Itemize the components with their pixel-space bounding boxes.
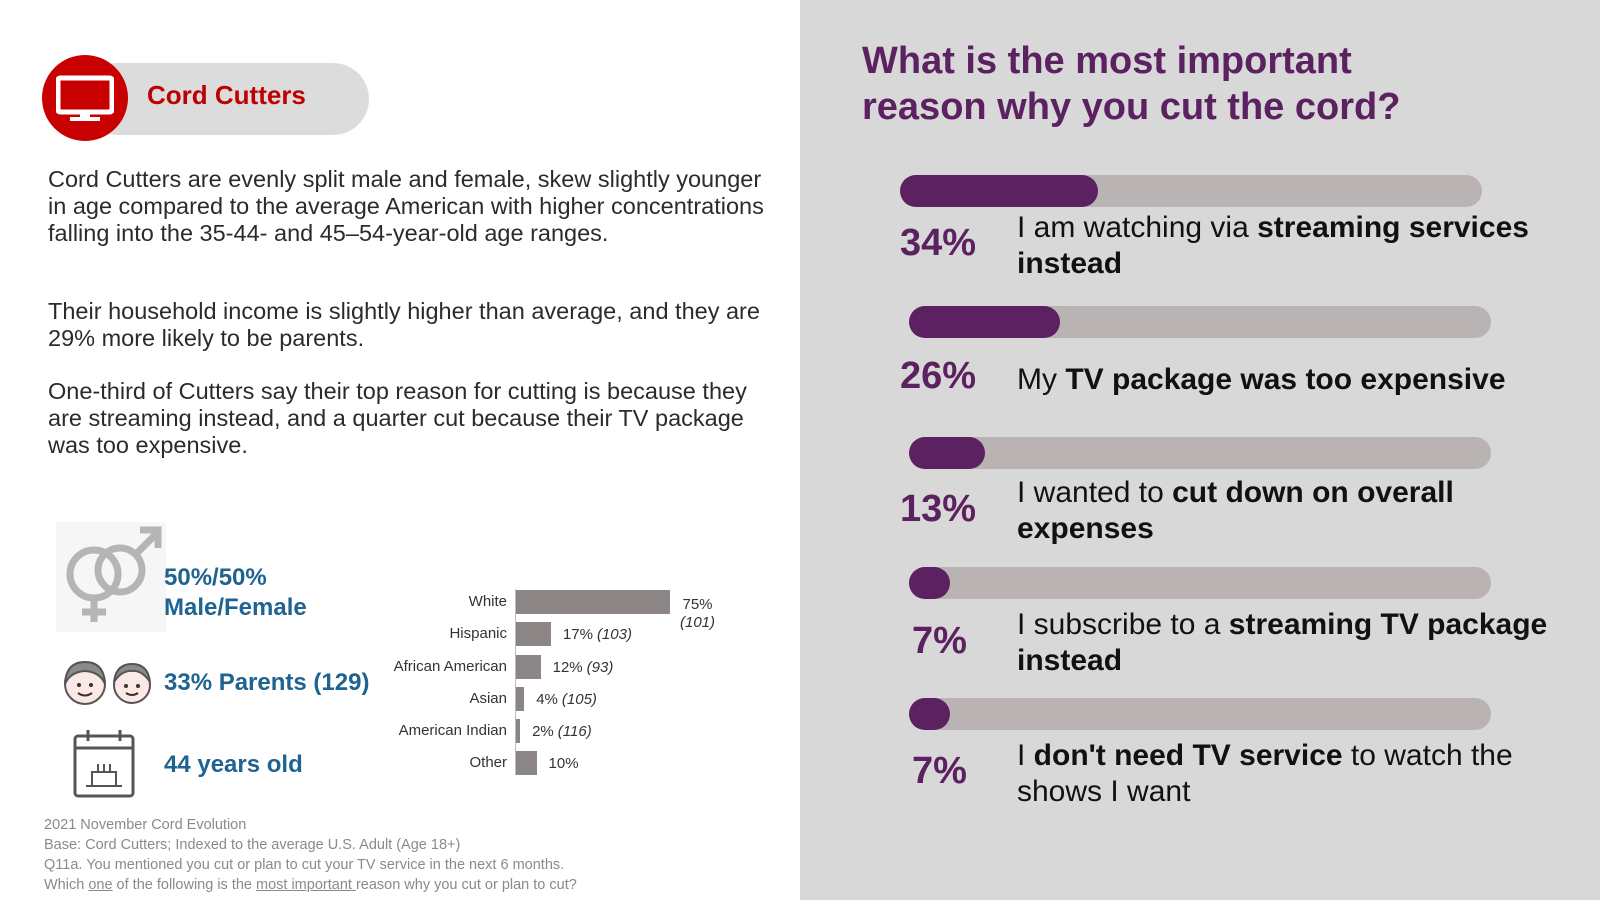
ethnicity-label: Asian [469, 690, 507, 707]
footnote-base: Base: Cord Cutters; Indexed to the avera… [44, 837, 461, 853]
ethnicity-value: 4% (105) [536, 691, 597, 708]
gender-split-label: Male/Female [164, 594, 307, 621]
reason-percent: 34% [900, 222, 977, 264]
gender-split: 50%/50% Male/Female [164, 563, 307, 623]
reason-percent: 13% [900, 488, 977, 530]
intro-paragraph: Cord Cutters are evenly split male and f… [48, 166, 764, 246]
ethnicity-label: African American [393, 658, 507, 675]
question-title-line2: reason why you cut the cord? [862, 86, 1401, 128]
question-title-line1: What is the most important [862, 40, 1352, 82]
ethnicity-label: American Indian [398, 722, 507, 739]
ethnicity-bar [516, 655, 541, 679]
footnote-source: 2021 November Cord Evolution [44, 817, 247, 833]
reason-progress-fill [900, 175, 1098, 207]
ethnicity-label: Hispanic [449, 625, 507, 642]
ethnicity-bar [516, 751, 537, 775]
gender-icon [56, 522, 166, 637]
ethnicity-bar [516, 687, 525, 711]
ethnicity-value: 17% (103) [562, 626, 632, 643]
question-title: What is the most important reason why yo… [862, 38, 1562, 130]
ethnicity-axis [515, 589, 516, 775]
reason-progress-fill [909, 698, 950, 730]
tv-icon [42, 55, 128, 141]
reason-text: I don't need TV service to watch the sho… [1017, 739, 1513, 808]
reason-progress-track [909, 306, 1491, 338]
gender-split-value: 50%/50% [164, 564, 267, 591]
reason-text: I subscribe to a streaming TV package in… [1017, 608, 1548, 677]
footnote: 2021 November Cord Evolution Base: Cord … [44, 815, 577, 895]
footnote-question-2: Which one of the following is the most i… [44, 877, 577, 893]
reason-text: My TV package was too expensive [1017, 363, 1506, 396]
reason-progress-track [909, 567, 1491, 599]
badge-label: Cord Cutters [147, 80, 306, 110]
calendar-cake-icon [72, 728, 136, 805]
badge-pill [82, 63, 369, 135]
reason-progress-fill [909, 567, 950, 599]
ethnicity-bar [516, 622, 551, 646]
reason-text: I wanted to cut down on overall expenses [1017, 476, 1454, 545]
reason-progress-track [909, 437, 1491, 469]
income-paragraph: Their household income is slightly highe… [48, 298, 760, 351]
ethnicity-label: White [468, 593, 507, 610]
ethnicity-bar [516, 719, 521, 743]
age-stat: 44 years old [164, 751, 303, 778]
ethnicity-value: 2% (116) [532, 723, 592, 740]
ethnicity-bar [516, 590, 670, 614]
ethnicity-value: 12% (93) [552, 659, 614, 676]
reason-progress-track [909, 698, 1491, 730]
reason-percent: 26% [900, 355, 977, 397]
parents-icon [60, 658, 156, 713]
reason-progress-fill [909, 437, 985, 469]
ethnicity-value: 75% (101) [680, 596, 716, 631]
reason-percent: 7% [912, 620, 967, 662]
ethnicity-label: Other [469, 754, 507, 771]
reason-progress-track [900, 175, 1482, 207]
parents-stat: 33% Parents (129) [164, 669, 370, 696]
footnote-question: Q11a. You mentioned you cut or plan to c… [44, 857, 565, 873]
segment-badge: Cord Cutters [42, 55, 369, 141]
reason-percent: 7% [912, 750, 967, 792]
ethnicity-value: 10% [548, 755, 579, 772]
reason-progress-fill [909, 306, 1061, 338]
reason-text: I am watching via streaming services ins… [1017, 211, 1529, 280]
reason-paragraph: One-third of Cutters say their top reaso… [48, 378, 747, 458]
